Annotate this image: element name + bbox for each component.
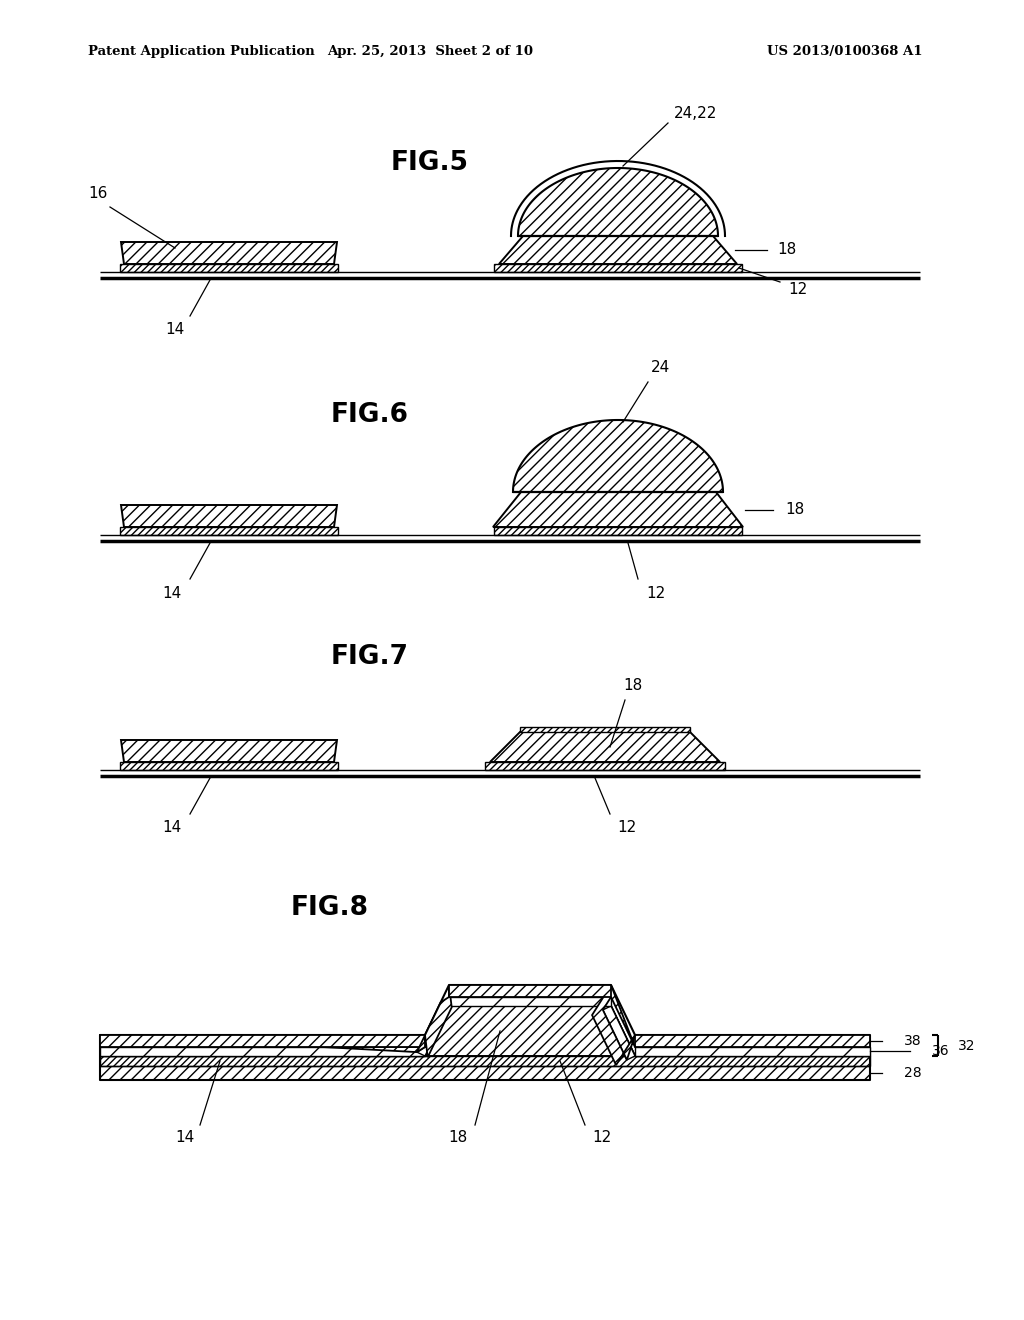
Text: 12: 12 <box>592 1130 611 1146</box>
Text: 14: 14 <box>175 1130 195 1146</box>
Polygon shape <box>494 527 742 535</box>
Polygon shape <box>449 985 611 997</box>
Polygon shape <box>592 985 635 1065</box>
Text: 18: 18 <box>785 503 805 517</box>
Text: 12: 12 <box>646 586 666 601</box>
Text: 14: 14 <box>163 821 181 836</box>
Text: FIG.8: FIG.8 <box>291 895 369 921</box>
Text: 14: 14 <box>163 586 181 601</box>
Polygon shape <box>100 1047 425 1056</box>
Polygon shape <box>100 1035 425 1052</box>
Polygon shape <box>635 1035 870 1047</box>
Polygon shape <box>493 492 743 527</box>
Polygon shape <box>518 168 718 236</box>
Polygon shape <box>121 242 337 264</box>
Polygon shape <box>485 762 725 770</box>
Text: 32: 32 <box>958 1039 976 1052</box>
Polygon shape <box>417 985 452 1057</box>
Text: 12: 12 <box>788 282 808 297</box>
Text: 16: 16 <box>88 186 108 202</box>
Polygon shape <box>120 527 338 535</box>
Polygon shape <box>499 236 737 264</box>
Text: 14: 14 <box>165 322 184 338</box>
Text: FIG.7: FIG.7 <box>331 644 409 671</box>
Polygon shape <box>425 1006 635 1056</box>
Polygon shape <box>121 506 337 527</box>
Text: 36: 36 <box>932 1044 949 1059</box>
Text: FIG.6: FIG.6 <box>331 403 409 428</box>
Polygon shape <box>417 1002 449 1056</box>
Polygon shape <box>635 1047 870 1056</box>
Polygon shape <box>449 997 611 1006</box>
Text: 18: 18 <box>777 243 797 257</box>
Text: 28: 28 <box>904 1067 922 1080</box>
Polygon shape <box>100 1067 870 1080</box>
Polygon shape <box>121 741 337 762</box>
Polygon shape <box>100 1056 870 1067</box>
Polygon shape <box>490 733 720 762</box>
Polygon shape <box>120 264 338 272</box>
Text: 18: 18 <box>449 1130 468 1146</box>
Polygon shape <box>120 762 338 770</box>
Text: Patent Application Publication: Patent Application Publication <box>88 45 314 58</box>
Text: Apr. 25, 2013  Sheet 2 of 10: Apr. 25, 2013 Sheet 2 of 10 <box>327 45 534 58</box>
Polygon shape <box>513 420 723 492</box>
Text: 38: 38 <box>904 1034 922 1048</box>
Polygon shape <box>520 727 690 733</box>
Text: 18: 18 <box>624 678 643 693</box>
Text: US 2013/0100368 A1: US 2013/0100368 A1 <box>767 45 923 58</box>
Polygon shape <box>603 1006 635 1060</box>
Text: FIG.5: FIG.5 <box>391 150 469 176</box>
Text: 24: 24 <box>650 360 670 375</box>
Text: 24,22: 24,22 <box>675 106 718 120</box>
Polygon shape <box>100 1035 425 1047</box>
Text: 12: 12 <box>617 821 637 836</box>
Polygon shape <box>494 264 742 272</box>
